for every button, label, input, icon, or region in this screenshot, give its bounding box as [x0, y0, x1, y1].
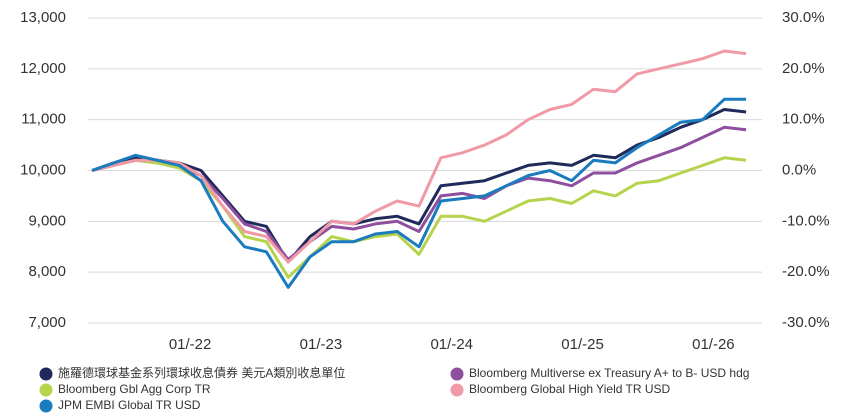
y-tick-label: 13,000: [20, 9, 66, 26]
y2-tick-label: -10.0%: [782, 212, 830, 229]
y2-tick-label: 10.0%: [782, 111, 825, 128]
x-tick-label: 01/-22: [169, 336, 212, 353]
legend-marker: [450, 367, 464, 381]
legend-label: 施羅德環球基金系列環球收息債券 美元A類別收息單位: [58, 365, 345, 380]
legend-marker: [39, 383, 53, 397]
legend-marker: [450, 383, 464, 397]
series-line: [91, 125, 747, 261]
y-tick-label: 12,000: [20, 60, 66, 77]
legend-marker: [39, 399, 53, 413]
legend-label: Bloomberg Global High Yield TR USD: [469, 382, 671, 396]
legend-marker: [39, 367, 53, 381]
y-tick-label: 10,000: [20, 161, 66, 178]
y2-tick-label: 0.0%: [782, 161, 816, 178]
legend-label: Bloomberg Gbl Agg Corp TR: [58, 382, 211, 396]
series-line: [91, 108, 747, 264]
x-tick-label: 01/-25: [561, 336, 604, 353]
x-tick-label: 01/-24: [430, 336, 473, 353]
y2-tick-label: 20.0%: [782, 60, 825, 77]
x-tick-label: 01/-23: [300, 336, 343, 353]
series-line: [91, 97, 747, 289]
y2-tick-label: -30.0%: [782, 314, 830, 331]
series-line: [91, 156, 747, 279]
series-line: [91, 49, 747, 264]
y-tick-label: 8,000: [28, 263, 66, 280]
legend-label: JPM EMBI Global TR USD: [58, 398, 201, 412]
y2-tick-label: 30.0%: [782, 9, 825, 26]
y-tick-label: 9,000: [28, 212, 66, 229]
y-tick-label: 11,000: [21, 111, 66, 128]
y2-tick-label: -20.0%: [782, 263, 830, 280]
legend-label: Bloomberg Multiverse ex Treasury A+ to B…: [469, 366, 749, 380]
y-tick-label: 7,000: [28, 314, 66, 331]
x-tick-label: 01/-26: [692, 336, 735, 353]
